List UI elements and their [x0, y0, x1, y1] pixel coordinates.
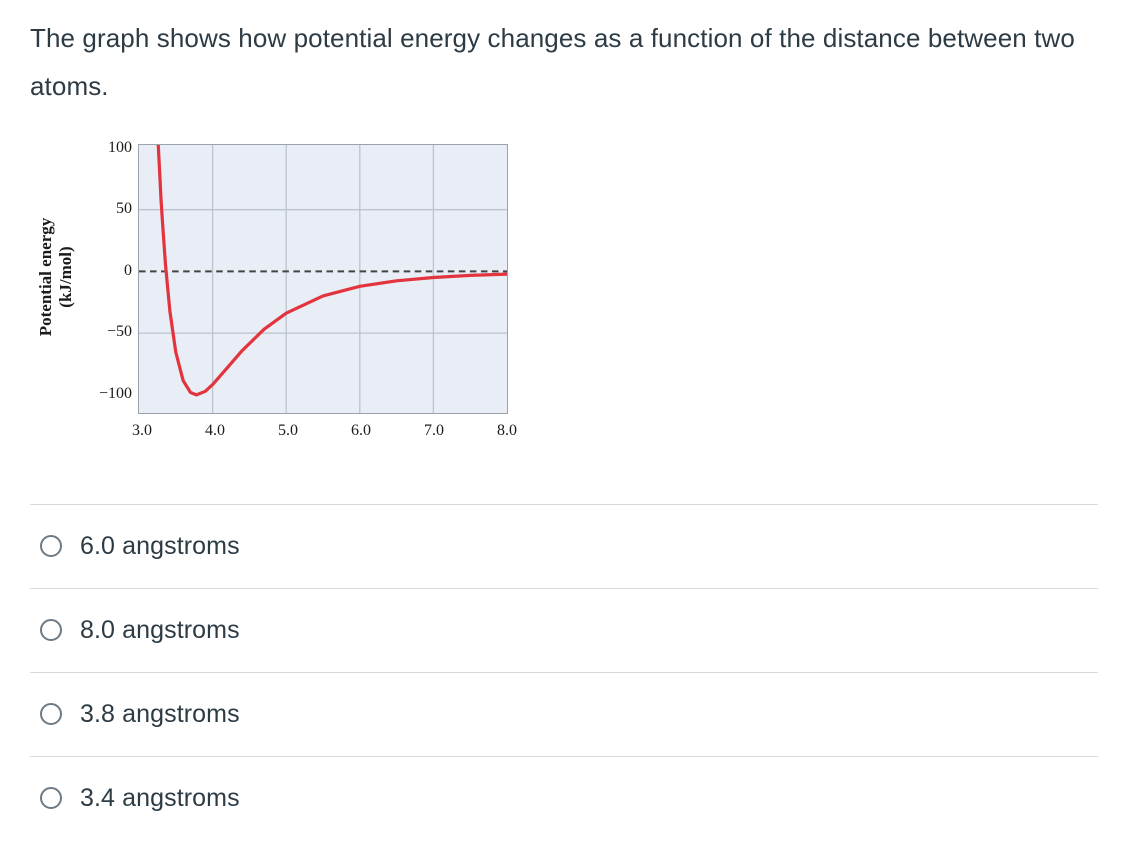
radio-button-icon[interactable]	[40, 619, 62, 641]
y-tick-neg50: −50	[106, 323, 132, 340]
x-tick-7: 7.0	[424, 422, 444, 439]
option-label[interactable]: 3.8 angstroms	[80, 700, 240, 728]
option-label[interactable]: 8.0 angstroms	[80, 616, 240, 644]
plot-area	[138, 144, 508, 414]
x-tick-5: 5.0	[278, 422, 298, 439]
x-tick-8: 8.0	[497, 422, 517, 439]
option-label[interactable]: 3.4 angstroms	[80, 784, 240, 812]
x-tick-6: 6.0	[351, 422, 371, 439]
radio-button-icon[interactable]	[40, 535, 62, 557]
potential-energy-chart: Potential energy (kJ/mol) 100 50 0 −50 −…	[30, 135, 1100, 447]
x-axis-ticks: 3.0 4.0 5.0 6.0 7.0 8.0	[30, 135, 1100, 447]
plot-svg	[139, 145, 507, 413]
x-tick-4: 4.0	[205, 422, 225, 439]
y-tick-0: 0	[124, 262, 132, 279]
option-row-8.0-angstroms[interactable]: 8.0 angstroms	[30, 588, 1098, 672]
x-tick-3: 3.0	[132, 422, 152, 439]
answer-options: 6.0 angstroms 8.0 angstroms 3.8 angstrom…	[30, 504, 1098, 843]
y-axis-ticks: 100 50 0 −50 −100	[70, 135, 132, 447]
option-row-3.8-angstroms[interactable]: 3.8 angstroms	[30, 672, 1098, 756]
y-tick-neg100: −100	[98, 385, 132, 402]
radio-button-icon[interactable]	[40, 703, 62, 725]
question-text: The graph shows how potential energy cha…	[30, 23, 1075, 101]
option-label[interactable]: 6.0 angstroms	[80, 532, 240, 560]
option-row-3.4-angstroms[interactable]: 3.4 angstroms	[30, 756, 1098, 843]
y-tick-100: 100	[108, 139, 132, 156]
y-tick-50: 50	[116, 200, 132, 217]
option-row-6.0-angstroms[interactable]: 6.0 angstroms	[30, 504, 1098, 588]
radio-button-icon[interactable]	[40, 787, 62, 809]
